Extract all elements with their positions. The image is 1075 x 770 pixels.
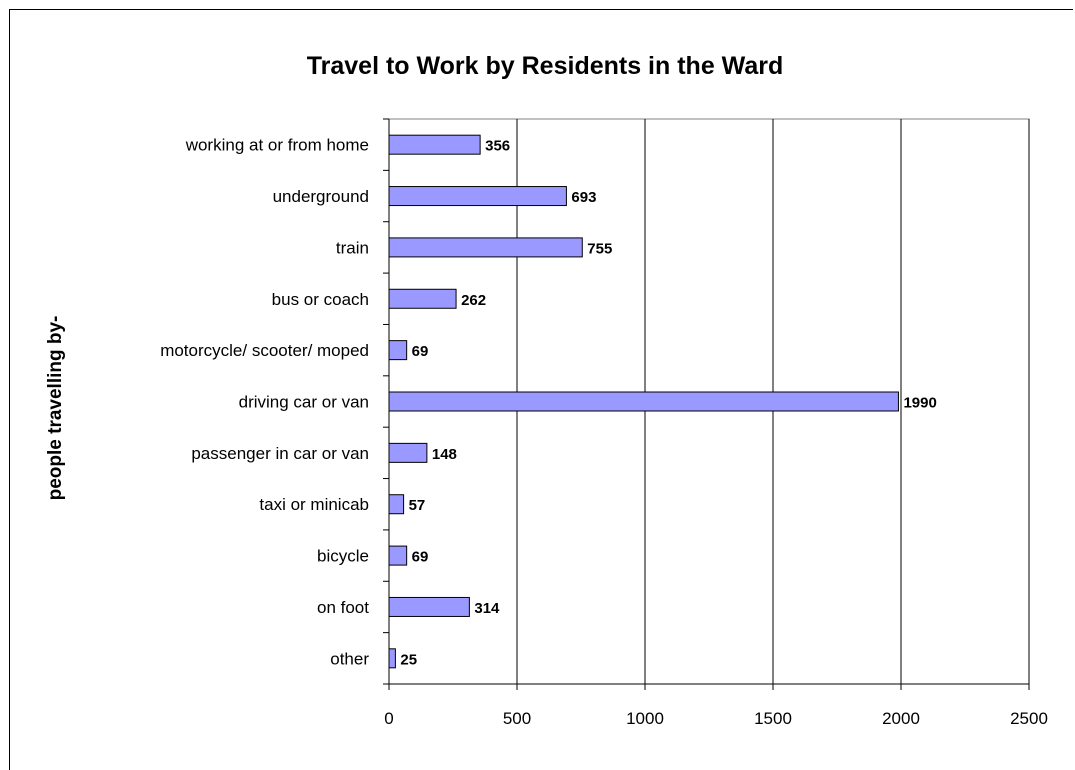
- bar: [388, 494, 405, 515]
- category-label: other: [330, 649, 369, 668]
- chart-frame: [9, 9, 1073, 770]
- bar: [388, 596, 470, 617]
- data-label: 25: [400, 651, 417, 668]
- x-tick-label: 0: [384, 709, 393, 728]
- data-label: 314: [474, 600, 500, 617]
- category-label: bus or coach: [272, 290, 369, 309]
- data-label: 1990: [903, 395, 936, 412]
- data-label: 148: [432, 446, 457, 463]
- bar: [388, 237, 583, 258]
- data-label: 57: [409, 497, 426, 514]
- bar: [388, 340, 408, 361]
- category-label: train: [336, 238, 369, 257]
- x-tick-label: 2500: [1010, 709, 1048, 728]
- data-label: 356: [485, 138, 510, 155]
- category-label: motorcycle/ scooter/ moped: [160, 341, 369, 360]
- bar: [388, 391, 899, 412]
- y-axis-title: people travelling by-: [45, 316, 66, 501]
- category-label: working at or from home: [185, 136, 369, 155]
- bar: [388, 545, 408, 566]
- data-label: 262: [461, 292, 486, 309]
- category-label: underground: [273, 187, 369, 206]
- x-tick-label: 1500: [754, 709, 792, 728]
- bar: [388, 186, 567, 207]
- bar: [388, 288, 457, 309]
- data-label: 693: [571, 189, 596, 206]
- data-label: 69: [412, 549, 429, 566]
- chart-title: Travel to Work by Residents in the Ward: [307, 52, 784, 80]
- category-label: bicycle: [317, 547, 369, 566]
- x-tick-label: 500: [503, 709, 531, 728]
- category-label: taxi or minicab: [259, 495, 369, 514]
- bar: [388, 442, 428, 463]
- category-label: passenger in car or van: [191, 444, 369, 463]
- category-label: on foot: [317, 598, 369, 617]
- data-label: 69: [412, 343, 429, 360]
- x-tick-label: 1000: [626, 709, 664, 728]
- plot-area: 0 500 1000 1500 2000 2500 working at or from h…: [160, 118, 1048, 728]
- bar: [388, 134, 481, 155]
- bar: [388, 648, 396, 669]
- x-tick-label: 2000: [882, 709, 920, 728]
- data-label: 755: [587, 240, 612, 257]
- category-label: driving car or van: [239, 393, 369, 412]
